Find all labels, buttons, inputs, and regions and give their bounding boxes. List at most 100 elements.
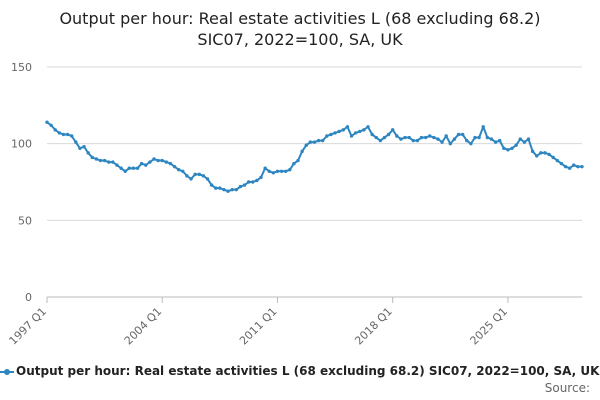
- data-point[interactable]: [567, 166, 572, 170]
- data-point[interactable]: [267, 169, 271, 173]
- data-point[interactable]: [329, 132, 333, 137]
- data-point[interactable]: [316, 138, 321, 143]
- data-point[interactable]: [193, 172, 197, 177]
- data-point[interactable]: [176, 168, 181, 172]
- data-point[interactable]: [308, 140, 313, 144]
- legend[interactable]: Output per hour: Real estate activities …: [0, 363, 600, 381]
- data-point[interactable]: [370, 132, 374, 137]
- data-point[interactable]: [57, 131, 62, 135]
- data-point[interactable]: [452, 137, 457, 141]
- data-point[interactable]: [139, 161, 144, 166]
- data-point[interactable]: [399, 137, 403, 141]
- data-point[interactable]: [465, 138, 469, 143]
- data-point[interactable]: [473, 135, 477, 140]
- data-point[interactable]: [98, 158, 103, 163]
- data-point[interactable]: [259, 175, 263, 180]
- data-point[interactable]: [304, 143, 308, 147]
- data-point[interactable]: [547, 152, 551, 157]
- data-point[interactable]: [69, 134, 74, 138]
- data-point[interactable]: [563, 164, 568, 169]
- data-point[interactable]: [428, 134, 432, 138]
- data-point[interactable]: [506, 148, 510, 152]
- data-point[interactable]: [53, 128, 57, 132]
- data-point[interactable]: [160, 158, 164, 163]
- data-point[interactable]: [201, 174, 206, 178]
- data-point[interactable]: [123, 169, 127, 173]
- data-point[interactable]: [230, 187, 234, 192]
- data-point[interactable]: [436, 137, 440, 141]
- data-point[interactable]: [382, 135, 387, 140]
- data-point[interactable]: [209, 183, 214, 187]
- data-point[interactable]: [246, 180, 251, 184]
- data-point[interactable]: [403, 135, 407, 140]
- data-point[interactable]: [107, 160, 111, 164]
- data-point[interactable]: [288, 168, 292, 172]
- data-point[interactable]: [312, 140, 317, 144]
- data-point[interactable]: [214, 186, 218, 190]
- data-point[interactable]: [226, 189, 230, 193]
- data-point[interactable]: [205, 177, 210, 181]
- data-point[interactable]: [321, 138, 325, 143]
- data-point[interactable]: [395, 134, 399, 138]
- data-point[interactable]: [526, 137, 531, 141]
- data-point[interactable]: [345, 125, 350, 129]
- data-point[interactable]: [551, 155, 555, 160]
- data-point[interactable]: [448, 141, 453, 146]
- data-point[interactable]: [366, 125, 370, 129]
- data-point[interactable]: [349, 134, 354, 138]
- data-point[interactable]: [74, 140, 78, 144]
- data-point[interactable]: [456, 132, 461, 137]
- data-point[interactable]: [61, 132, 66, 137]
- data-point[interactable]: [502, 146, 506, 150]
- data-point[interactable]: [514, 143, 518, 147]
- data-point[interactable]: [86, 151, 90, 155]
- data-point[interactable]: [102, 158, 107, 163]
- data-point[interactable]: [296, 158, 300, 163]
- data-point[interactable]: [407, 135, 411, 140]
- data-point[interactable]: [535, 154, 539, 158]
- data-point[interactable]: [78, 146, 82, 150]
- data-point[interactable]: [576, 164, 580, 169]
- data-point[interactable]: [255, 178, 259, 183]
- data-point[interactable]: [172, 164, 177, 169]
- data-point[interactable]: [580, 164, 584, 169]
- data-point[interactable]: [493, 140, 498, 144]
- data-point[interactable]: [156, 158, 160, 163]
- data-point[interactable]: [300, 149, 304, 154]
- data-point[interactable]: [234, 187, 239, 192]
- data-point[interactable]: [518, 137, 522, 141]
- data-point[interactable]: [242, 183, 247, 187]
- data-point[interactable]: [283, 169, 288, 173]
- data-point[interactable]: [481, 125, 485, 129]
- data-point[interactable]: [489, 137, 494, 141]
- data-point[interactable]: [386, 132, 391, 137]
- data-point[interactable]: [279, 169, 284, 173]
- data-point[interactable]: [485, 135, 490, 140]
- data-point[interactable]: [530, 149, 535, 154]
- data-point[interactable]: [539, 151, 543, 155]
- data-point[interactable]: [185, 174, 189, 178]
- data-point[interactable]: [510, 146, 514, 150]
- data-point[interactable]: [374, 135, 378, 140]
- data-point[interactable]: [440, 140, 444, 144]
- data-point[interactable]: [168, 161, 173, 166]
- data-point[interactable]: [419, 135, 424, 140]
- data-point[interactable]: [444, 134, 448, 138]
- data-point[interactable]: [119, 166, 123, 170]
- data-point[interactable]: [94, 157, 99, 161]
- data-point[interactable]: [572, 163, 576, 167]
- data-point[interactable]: [90, 155, 94, 160]
- data-point[interactable]: [415, 138, 420, 143]
- data-point[interactable]: [423, 135, 428, 140]
- data-point[interactable]: [218, 186, 222, 190]
- data-point[interactable]: [432, 135, 436, 140]
- data-point[interactable]: [378, 138, 383, 143]
- data-point[interactable]: [111, 160, 115, 164]
- data-point[interactable]: [263, 166, 267, 170]
- data-point[interactable]: [135, 166, 140, 170]
- data-point[interactable]: [49, 123, 53, 127]
- data-point[interactable]: [337, 129, 341, 134]
- data-point[interactable]: [333, 131, 337, 135]
- data-point[interactable]: [148, 160, 152, 164]
- data-point[interactable]: [555, 158, 560, 163]
